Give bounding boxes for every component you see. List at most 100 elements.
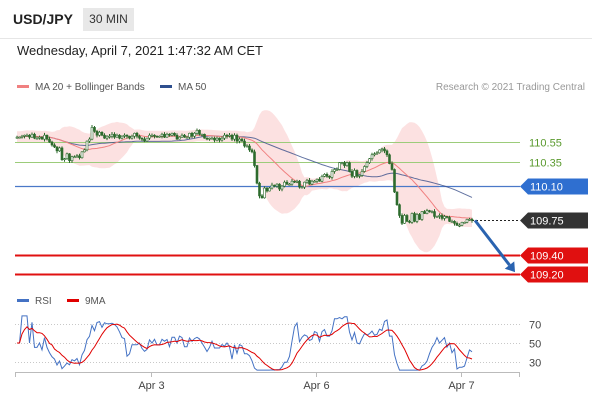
candle-body [333, 169, 336, 172]
candle-body [130, 135, 134, 139]
candle-body [300, 186, 304, 189]
candle-body [293, 180, 296, 183]
candle-body [260, 195, 264, 199]
candle-body [320, 176, 324, 182]
credit-text: Research © 2021 Trading Central [435, 82, 585, 93]
candle-body [203, 133, 206, 139]
candle-body [100, 131, 104, 136]
candle-body [415, 214, 419, 222]
candle-body [428, 210, 431, 212]
candle-body [50, 141, 54, 146]
candle-body [195, 130, 199, 134]
level-label-1: 110.35 [529, 158, 562, 170]
candle-body [468, 219, 471, 221]
candle-body [35, 137, 39, 140]
candle-body [458, 224, 461, 227]
level-tags: 110.55 110.35 110.10 109.75 109.40 109.20 [520, 138, 588, 283]
candle-body [198, 130, 201, 135]
legend-9ma-label: 9MA [85, 296, 106, 307]
candle-body [310, 180, 314, 185]
legend-ma50-label: MA 50 [178, 82, 207, 93]
candle-body [330, 171, 334, 178]
candle-body [220, 137, 224, 141]
bollinger-band-area [17, 110, 472, 253]
moving-averages [17, 134, 473, 219]
candle-body [448, 217, 451, 222]
candle-body [438, 215, 441, 217]
candle-body [258, 182, 261, 197]
candle-body [400, 215, 404, 224]
candle-body [93, 127, 96, 132]
current-price-tag [520, 212, 588, 229]
candle-body [43, 134, 46, 140]
candle-body [143, 138, 146, 142]
candle-body [155, 135, 159, 138]
candle-body [383, 148, 386, 152]
candle-body [453, 221, 456, 224]
candle-body [183, 134, 186, 138]
candle-body [233, 134, 236, 140]
candle-body [348, 162, 351, 172]
candle-body [275, 183, 279, 187]
candle-body [278, 183, 281, 190]
candle-body [363, 166, 366, 172]
candle-body [180, 134, 184, 138]
ma50-swatch [160, 84, 172, 88]
candle-body [420, 211, 424, 220]
candle-body [90, 127, 94, 140]
candle-body [110, 133, 114, 137]
candle-body [430, 211, 434, 213]
candle-body [178, 136, 181, 140]
candle-body [470, 219, 474, 221]
candle-body [435, 216, 439, 218]
candle-body [208, 137, 211, 140]
candle-body [285, 181, 289, 185]
candle-body [158, 135, 161, 138]
candle-body [78, 155, 81, 159]
time-axis: Apr 3 Apr 6 Apr 7 [15, 372, 520, 392]
candle-body [48, 138, 51, 143]
candle-body [253, 151, 256, 166]
candle-body [295, 180, 299, 183]
candle-body [53, 144, 56, 148]
candle-body [245, 145, 249, 148]
rsi-swatch [17, 298, 29, 302]
legend-ma20: MA 20 + Bollinger Bands [17, 82, 145, 93]
candle-body [70, 156, 74, 161]
candle-body [115, 134, 119, 138]
candle-body [343, 162, 346, 166]
candle-body [305, 179, 309, 183]
candle-body [193, 132, 196, 137]
candle-body [118, 134, 121, 139]
timeframe-button[interactable]: 30 MIN [83, 8, 134, 31]
candle-body [338, 162, 341, 170]
candle-body [230, 134, 234, 140]
candle-body [393, 169, 396, 193]
candle-body [170, 132, 174, 136]
candle-body [88, 138, 91, 142]
level-tag-2 [520, 178, 588, 195]
candle-body [63, 158, 66, 161]
candle-body [313, 180, 316, 183]
candle-body [368, 158, 371, 163]
candle-body [200, 133, 204, 136]
candle-body [125, 134, 129, 137]
candle-body [140, 137, 144, 140]
candles [15, 125, 474, 228]
candle-body [18, 136, 21, 139]
ma20-line [17, 134, 473, 219]
level-lines [15, 142, 520, 276]
candle-body [248, 145, 251, 151]
candle-body [345, 162, 349, 166]
candle-body [58, 147, 61, 152]
candle-body [443, 216, 446, 219]
candle-body [380, 148, 384, 151]
candle-body [335, 169, 339, 171]
level-tag-5 [520, 266, 588, 283]
candle-body [113, 133, 116, 138]
forecast-arrow [473, 219, 515, 273]
candle-body [270, 184, 274, 189]
candle-body [290, 180, 294, 185]
candle-body [173, 132, 176, 136]
